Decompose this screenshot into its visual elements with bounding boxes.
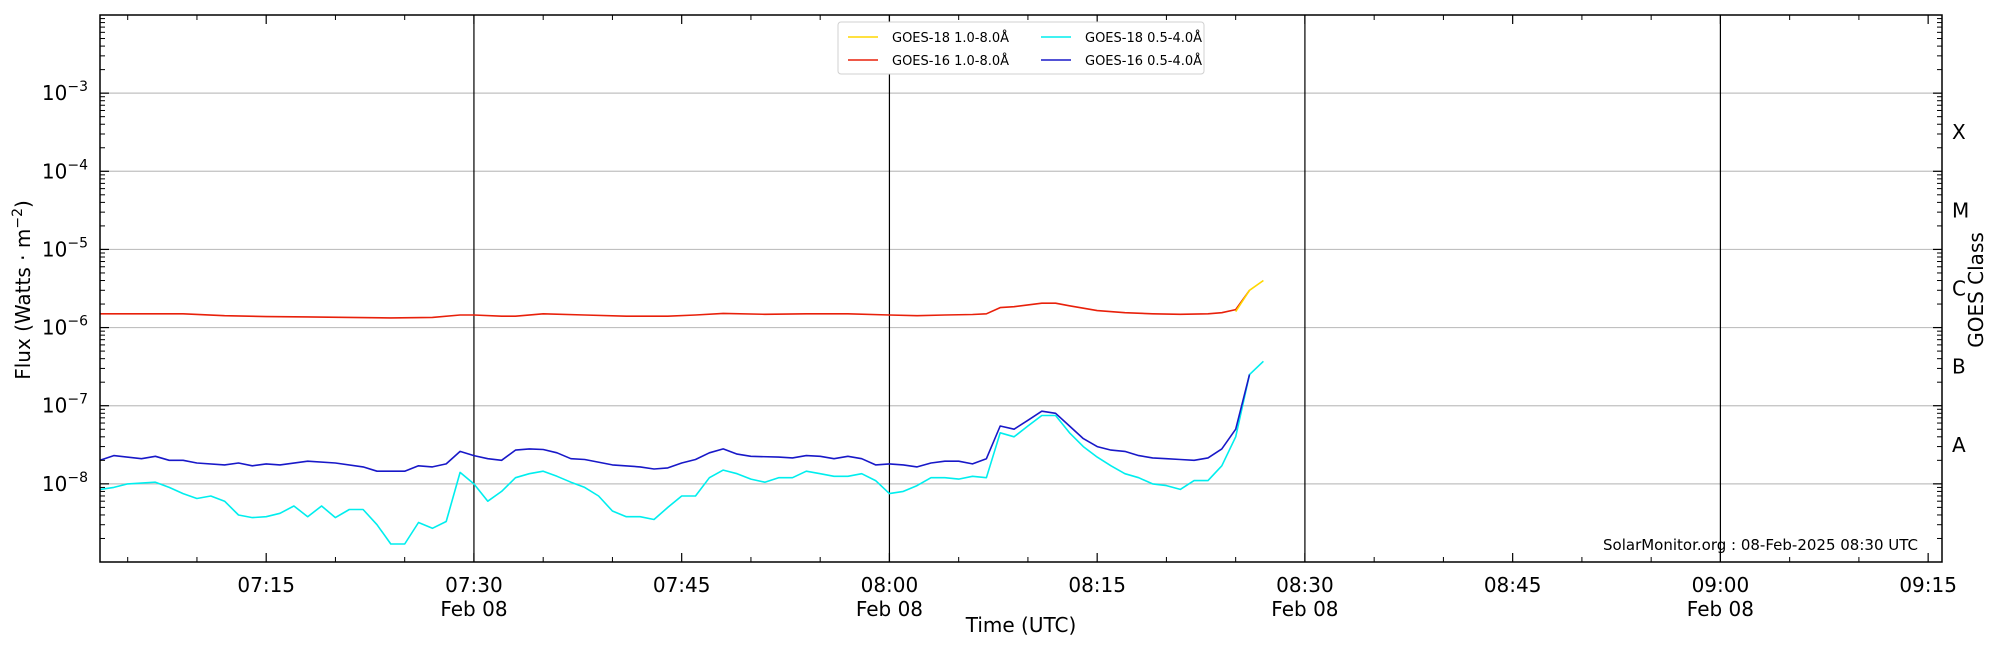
y-tick-label: 10−4 <box>42 157 88 183</box>
goes-class-label: X <box>1952 120 1966 144</box>
y-tick-exponent: −3 <box>67 79 88 95</box>
legend-label: GOES-18 1.0-8.0Å <box>892 30 1009 46</box>
x-tick-date-label: Feb 08 <box>1687 597 1754 621</box>
x-tick-label: 08:15 <box>1068 573 1126 597</box>
y-axis-title: Flux (Watts · m−2) <box>10 200 35 380</box>
y-tick-label: 10−6 <box>42 314 88 340</box>
series-line <box>100 289 1251 319</box>
y-tick-label: 10−8 <box>42 470 88 496</box>
y-axis-title-close: ) <box>11 200 35 208</box>
x-tick-date-label: Feb 08 <box>1271 597 1338 621</box>
credit-annotation: SolarMonitor.org : 08-Feb-2025 08:30 UTC <box>1603 536 1918 554</box>
plot-background <box>100 15 1942 562</box>
y-axis-title-main: Flux (Watts · m <box>11 229 35 380</box>
data-series <box>99 279 1264 545</box>
y-tick-exponent: −4 <box>67 157 88 173</box>
goes-class-label: A <box>1952 433 1966 457</box>
x-tick-label: 08:00 <box>861 573 919 597</box>
y-tick-label: 10−5 <box>42 235 88 261</box>
y-tick-base: 10 <box>42 316 67 340</box>
series-line <box>1235 279 1264 313</box>
y-tick-label: 10−7 <box>42 392 88 418</box>
x-tick-label: 08:45 <box>1484 573 1542 597</box>
x-tick-label: 07:45 <box>653 573 711 597</box>
plot-frame <box>99 14 1943 563</box>
y-tick-exponent: −8 <box>67 470 88 486</box>
goes-class-label: B <box>1952 355 1966 379</box>
x-tick-date-label: Feb 08 <box>440 597 507 621</box>
x-tick-date-label: Feb 08 <box>856 597 923 621</box>
y-tick-exponent: −5 <box>67 235 88 251</box>
y-tick-base: 10 <box>42 81 67 105</box>
legend-label: GOES-16 0.5-4.0Å <box>1085 53 1202 69</box>
x-tick-label: 09:15 <box>1899 573 1957 597</box>
x-tick-label: 07:30 <box>445 573 503 597</box>
legend: GOES-18 1.0-8.0Å GOES-18 0.5-4.0Å GOES-16 … <box>837 21 1205 75</box>
goes-class-axis-title: GOES Class <box>1964 232 1988 348</box>
y-tick-exponent: −7 <box>67 392 88 408</box>
series-line <box>99 360 1264 545</box>
x-tick-label: 07:15 <box>237 573 295 597</box>
y-tick-exponent: −6 <box>67 314 88 330</box>
x-tick-label: 08:30 <box>1276 573 1334 597</box>
x-tick-label: 09:00 <box>1692 573 1750 597</box>
series-line <box>99 374 1251 473</box>
legend-box <box>837 21 1205 75</box>
y-tick-base: 10 <box>42 159 67 183</box>
grid <box>100 15 1942 562</box>
y-tick-label: 10−3 <box>42 79 88 105</box>
y-tick-base: 10 <box>42 394 67 418</box>
legend-label: GOES-18 0.5-4.0Å <box>1085 30 1202 46</box>
goes-class-label: C <box>1952 277 1966 301</box>
x-axis-title: Time (UTC) <box>965 613 1077 637</box>
y-tick-base: 10 <box>42 472 67 496</box>
legend-label: GOES-16 1.0-8.0Å <box>892 53 1009 69</box>
y-tick-base: 10 <box>42 237 67 261</box>
goes-class-label: M <box>1952 198 1969 222</box>
y-axis-title-unit-exponent: −2 <box>10 208 26 229</box>
